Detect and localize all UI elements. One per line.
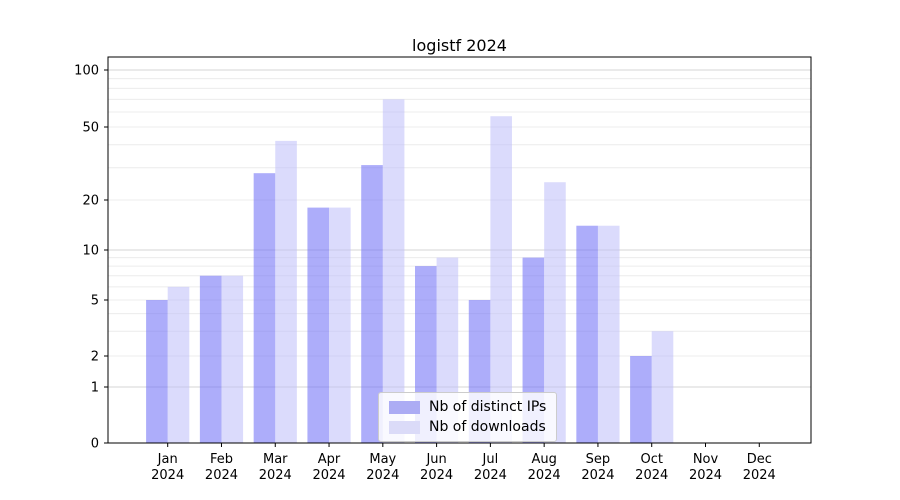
- bar-downloads-Feb: [221, 275, 244, 443]
- bar-distinct-ips-Apr: [307, 207, 330, 443]
- x-tick-label-month-Jan: Jan: [157, 452, 178, 467]
- bar-distinct-ips-Jan: [146, 300, 168, 443]
- bar-downloads-Sep: [597, 225, 620, 443]
- x-tick-label-year-Feb: 2024: [205, 468, 238, 483]
- bar-downloads-Aug: [544, 182, 566, 444]
- bar-downloads-Mar: [275, 140, 297, 443]
- bar-downloads-Oct: [651, 331, 674, 443]
- chart-title: logistf 2024: [412, 36, 507, 55]
- x-tick-label-month-Dec: Dec: [747, 452, 772, 467]
- bar-distinct-ips-Oct: [630, 356, 652, 443]
- x-tick-label-year-Jan: 2024: [151, 468, 184, 483]
- x-tick-label-month-Apr: Apr: [318, 452, 341, 467]
- x-tick-label-year-Apr: 2024: [312, 468, 345, 483]
- x-tick-label-month-Nov: Nov: [693, 452, 719, 467]
- x-tick-label-year-Oct: 2024: [635, 468, 668, 483]
- bar-distinct-ips-May: [361, 165, 383, 443]
- legend: Nb of distinct IPs Nb of downloads: [378, 392, 558, 442]
- x-tick-label-year-May: 2024: [366, 468, 399, 483]
- bar-distinct-ips-Feb: [199, 275, 222, 443]
- bar-downloads-May: [382, 99, 405, 443]
- x-tick-label-year-Jun: 2024: [420, 468, 453, 483]
- x-tick-label-year-Dec: 2024: [743, 468, 776, 483]
- x-tick-label-month-Feb: Feb: [210, 452, 233, 467]
- x-tick-label-year-Mar: 2024: [259, 468, 292, 483]
- legend-label-distinct-ips: Nb of distinct IPs: [429, 399, 547, 415]
- x-tick-label-month-Sep: Sep: [586, 452, 611, 467]
- x-tick-label-year-Nov: 2024: [689, 468, 722, 483]
- legend-swatch-downloads: [389, 420, 420, 434]
- y-tick-label-2: 2: [91, 349, 99, 364]
- x-tick-label-month-Aug: Aug: [531, 452, 556, 467]
- bar-distinct-ips-Mar: [253, 173, 276, 443]
- y-tick-label-5: 5: [91, 293, 99, 308]
- x-tick-label-month-May: May: [369, 452, 396, 467]
- x-tick-label-month-Mar: Mar: [263, 452, 288, 467]
- legend-label-downloads: Nb of downloads: [429, 419, 546, 435]
- bar-distinct-ips-Sep: [576, 225, 598, 443]
- x-tick-label-year-Aug: 2024: [528, 468, 561, 483]
- legend-swatch-distinct-ips: [389, 400, 420, 414]
- y-tick-label-10: 10: [82, 243, 99, 258]
- bar-downloads-Apr: [329, 207, 351, 443]
- x-tick-label-month-Oct: Oct: [640, 452, 662, 467]
- y-tick-label-50: 50: [82, 120, 99, 135]
- x-tick-label-year-Jul: 2024: [474, 468, 507, 483]
- y-tick-label-0: 0: [91, 436, 99, 451]
- y-tick-label-100: 100: [74, 63, 99, 78]
- y-tick-label-20: 20: [82, 193, 99, 208]
- legend-item-distinct-ips: Nb of distinct IPs: [389, 400, 546, 414]
- legend-item-downloads: Nb of downloads: [389, 420, 546, 434]
- bar-downloads-Jul: [490, 116, 512, 444]
- x-tick-label-year-Sep: 2024: [581, 468, 614, 483]
- x-tick-label-month-Jul: Jul: [482, 452, 499, 467]
- y-tick-label-1: 1: [91, 380, 99, 395]
- x-tick-label-month-Jun: Jun: [425, 452, 446, 467]
- bar-downloads-Jan: [167, 286, 190, 443]
